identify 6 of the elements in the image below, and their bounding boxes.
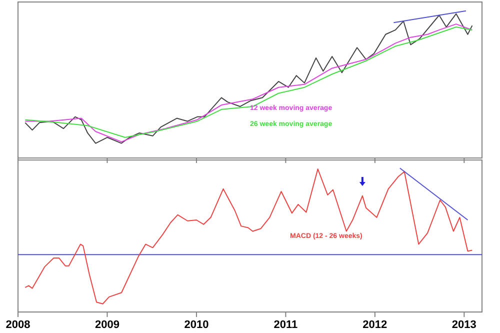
x-tick-label: 2010 [184,319,209,331]
x-tick-label: 2012 [362,319,388,331]
x-tick-label: 2013 [452,319,476,331]
x-tick-label: 2008 [6,319,30,331]
x-tick-label: 2009 [94,319,120,331]
x-tick-label: 2011 [274,319,298,331]
